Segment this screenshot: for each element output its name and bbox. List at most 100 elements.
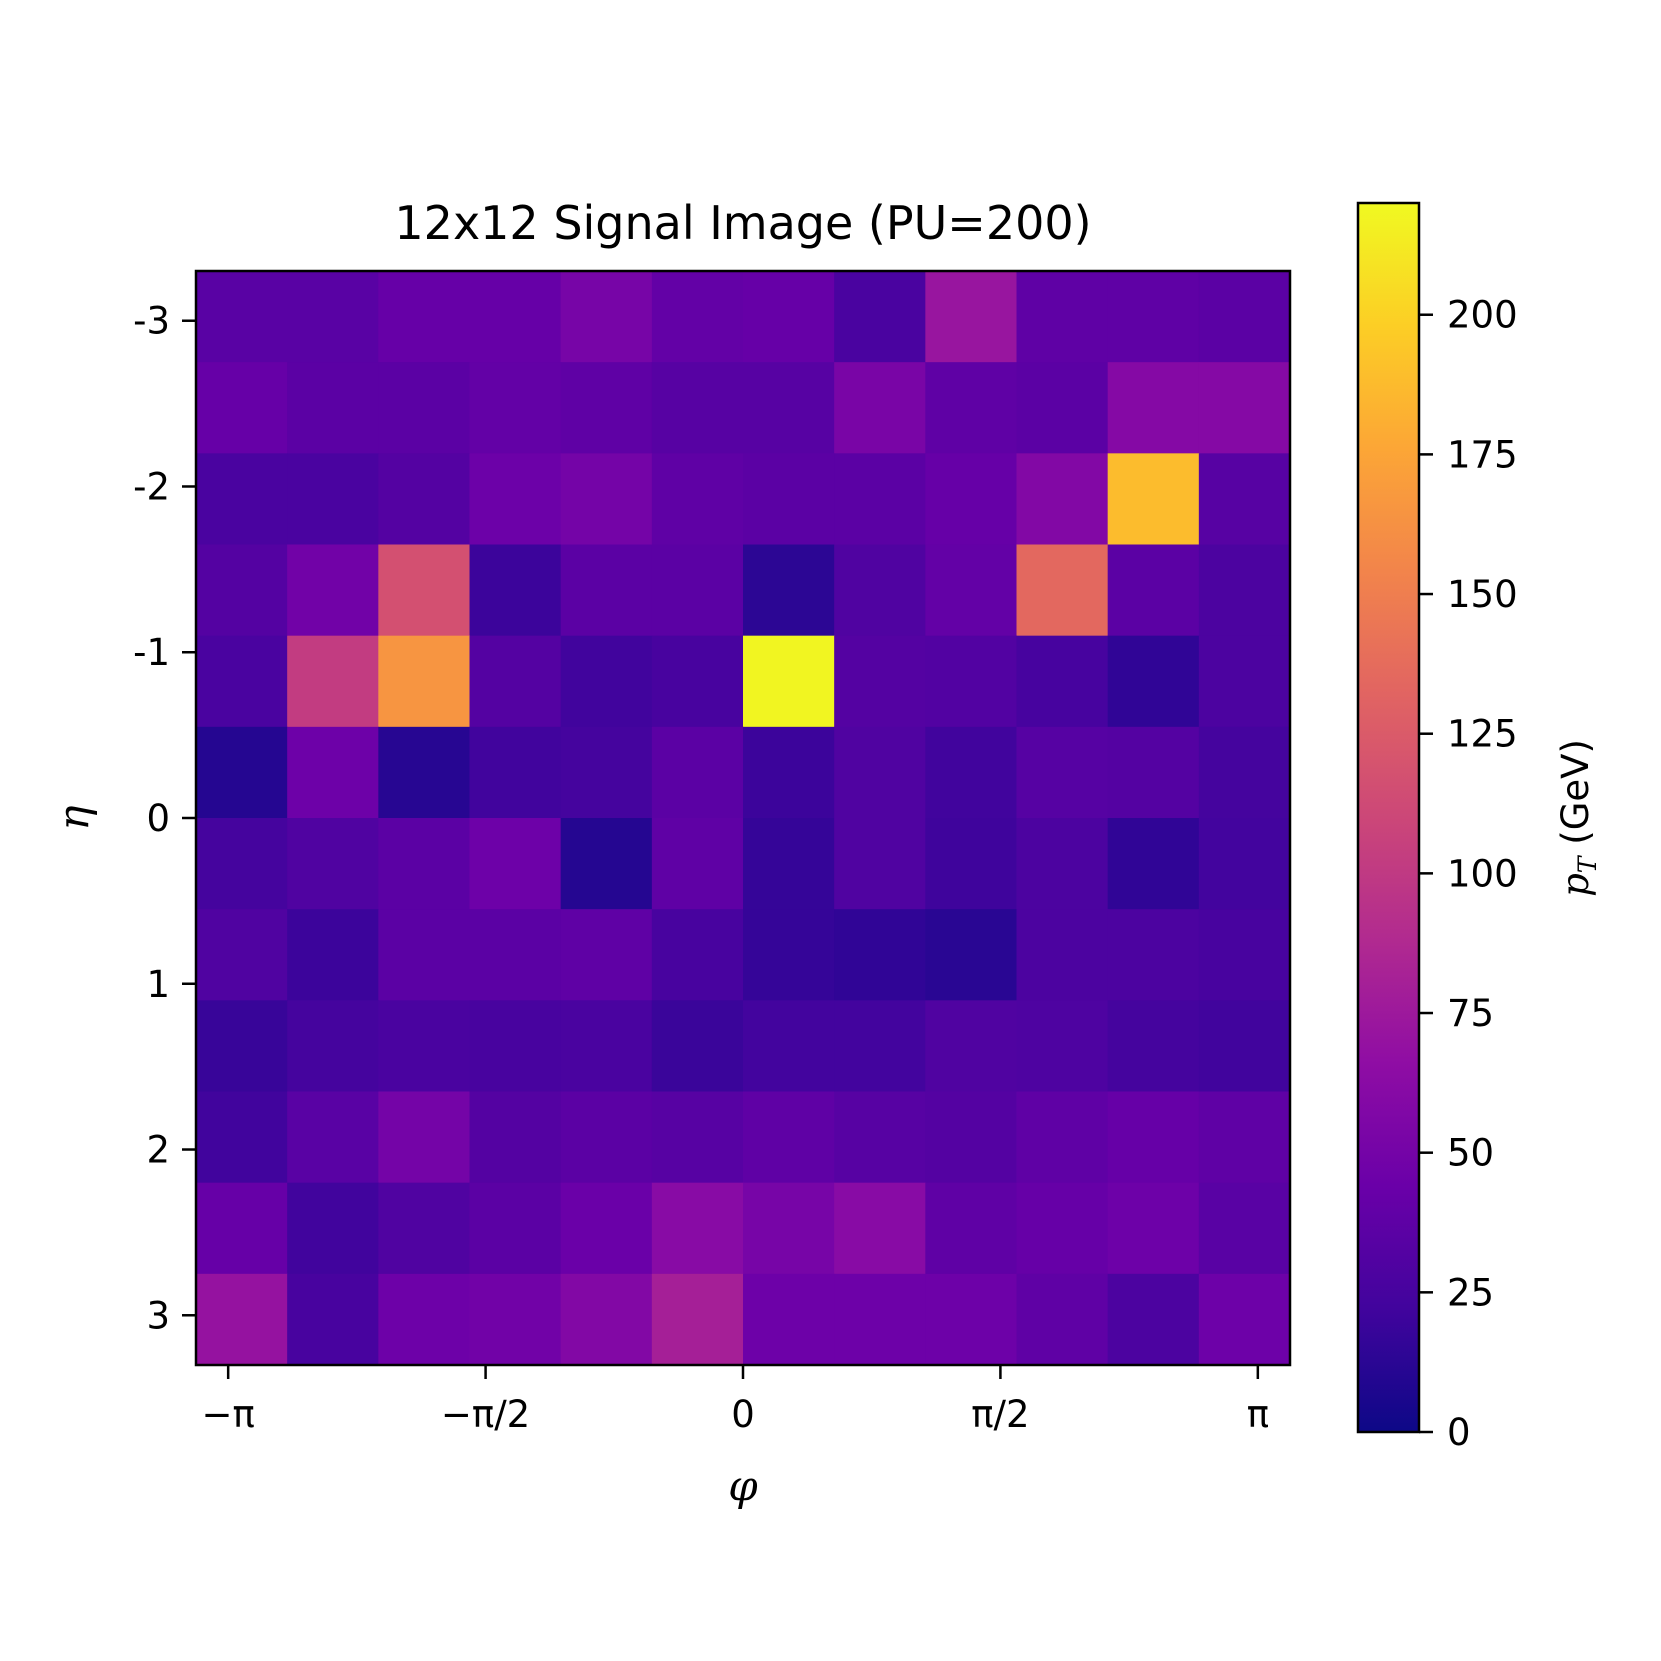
x-tick-label: π/2	[971, 1393, 1029, 1436]
heatmap-cell	[743, 818, 835, 910]
heatmap-cell	[1198, 909, 1291, 1001]
heatmap-cell	[1016, 635, 1109, 728]
heatmap-cell	[651, 635, 744, 728]
heatmap-cell	[469, 544, 562, 637]
heatmap-cell	[1107, 362, 1200, 454]
heatmap-cell	[378, 635, 471, 728]
heatmap-cell	[651, 362, 744, 454]
heatmap-cell	[743, 1091, 835, 1184]
chart-title: 12x12 Signal Image (PU=200)	[394, 196, 1091, 250]
heatmap-cell	[378, 453, 471, 546]
heatmap-cell	[651, 1000, 744, 1093]
colorbar-tick-label: 175	[1447, 433, 1518, 476]
heatmap-cell	[1198, 271, 1291, 363]
heatmap-cell	[1016, 544, 1109, 637]
heatmap-cell	[469, 1000, 562, 1093]
heatmap-cell	[925, 453, 1018, 546]
heatmap-cell	[378, 818, 471, 910]
heatmap-cell	[287, 726, 379, 819]
x-tick-label: 0	[731, 1393, 755, 1436]
heatmap-cell	[1016, 1091, 1109, 1184]
colorbar-tick-label: 25	[1447, 1271, 1494, 1314]
heatmap-cell	[925, 362, 1018, 454]
heatmap-cell	[1198, 1000, 1291, 1093]
heatmap-cell	[1198, 544, 1291, 637]
colorbar-tick-label: 75	[1447, 992, 1494, 1035]
heatmap-cell	[651, 1273, 744, 1366]
heatmap-cell	[651, 271, 744, 363]
heatmap-cell	[378, 1182, 471, 1275]
heatmap-cell	[560, 1091, 653, 1184]
heatmap-cell	[925, 544, 1018, 637]
colorbar	[1356, 201, 1421, 1434]
heatmap-cell	[469, 1091, 562, 1184]
heatmap-cell	[196, 909, 288, 1001]
heatmap-cell	[287, 635, 379, 728]
heatmap-cell	[1198, 1182, 1291, 1275]
heatmap-cell	[1107, 818, 1200, 910]
heatmap-cell	[834, 1273, 926, 1366]
heatmap-cell	[1198, 1091, 1291, 1184]
heatmap-cell	[287, 909, 379, 1001]
heatmap-cell	[196, 1091, 288, 1184]
heatmap-cell	[651, 1091, 744, 1184]
colorbar-tick-label: 0	[1447, 1411, 1471, 1454]
heatmap-cell	[560, 635, 653, 728]
heatmap-cell	[743, 271, 835, 363]
heatmap-cell	[651, 453, 744, 546]
colorbar-tick-label: 125	[1447, 713, 1518, 756]
heatmap-cell	[469, 909, 562, 1001]
heatmap-cell	[925, 726, 1018, 819]
heatmap-cell	[560, 1000, 653, 1093]
heatmap-cell	[834, 544, 926, 637]
y-tick-label: -2	[133, 465, 170, 508]
heatmap-cell	[196, 362, 288, 454]
heatmap-cell	[560, 453, 653, 546]
heatmap-cell	[1016, 271, 1109, 363]
heatmap-cell	[834, 453, 926, 546]
heatmap-cell	[287, 1273, 379, 1366]
heatmap-cell	[560, 1182, 653, 1275]
heatmap-cell	[1107, 453, 1200, 546]
heatmap-cell	[196, 271, 288, 363]
heatmap-cell	[925, 635, 1018, 728]
heatmap-cell	[1198, 635, 1291, 728]
heatmap-cell	[287, 1182, 379, 1275]
heatmap-cell	[378, 544, 471, 637]
heatmap-cell	[1198, 1273, 1291, 1366]
colorbar-tick-label: 150	[1447, 573, 1518, 616]
heatmap-cell	[560, 271, 653, 363]
heatmap-cell	[196, 453, 288, 546]
heatmap-cell	[196, 818, 288, 910]
heatmap-cell	[1107, 544, 1200, 637]
heatmap-cell	[651, 726, 744, 819]
heatmap-cell	[834, 818, 926, 910]
heatmap-cell	[925, 1091, 1018, 1184]
heatmap-cell	[378, 1000, 471, 1093]
heatmap-cell	[287, 453, 379, 546]
x-axis-label: φ	[728, 1461, 758, 1510]
heatmap-cell	[743, 726, 835, 819]
heatmap-cell	[1107, 726, 1200, 819]
heatmap-cell	[651, 818, 744, 910]
colorbar-tick-label: 100	[1447, 852, 1518, 895]
heatmap-cell	[925, 1000, 1018, 1093]
heatmap-cell	[1016, 1182, 1109, 1275]
heatmap-cell	[196, 726, 288, 819]
heatmap-cell	[560, 1273, 653, 1366]
heatmap-cell	[1198, 362, 1291, 454]
heatmap-cell	[560, 818, 653, 910]
heatmap-cell	[196, 1182, 288, 1275]
heatmap-cell	[560, 726, 653, 819]
heatmap-cell	[1016, 909, 1109, 1001]
heatmap-cell	[1016, 1000, 1109, 1093]
heatmap-cell	[925, 1273, 1018, 1366]
y-axis: -3 -2 -1 0 1 2 3	[133, 300, 196, 1337]
heatmap-cell	[1198, 453, 1291, 546]
colorbar-label-sub: T	[1573, 854, 1602, 873]
heatmap-cell	[287, 544, 379, 637]
heatmap-cell	[378, 726, 471, 819]
heatmap-cell	[1107, 1273, 1200, 1366]
heatmap-cell	[1016, 818, 1109, 910]
